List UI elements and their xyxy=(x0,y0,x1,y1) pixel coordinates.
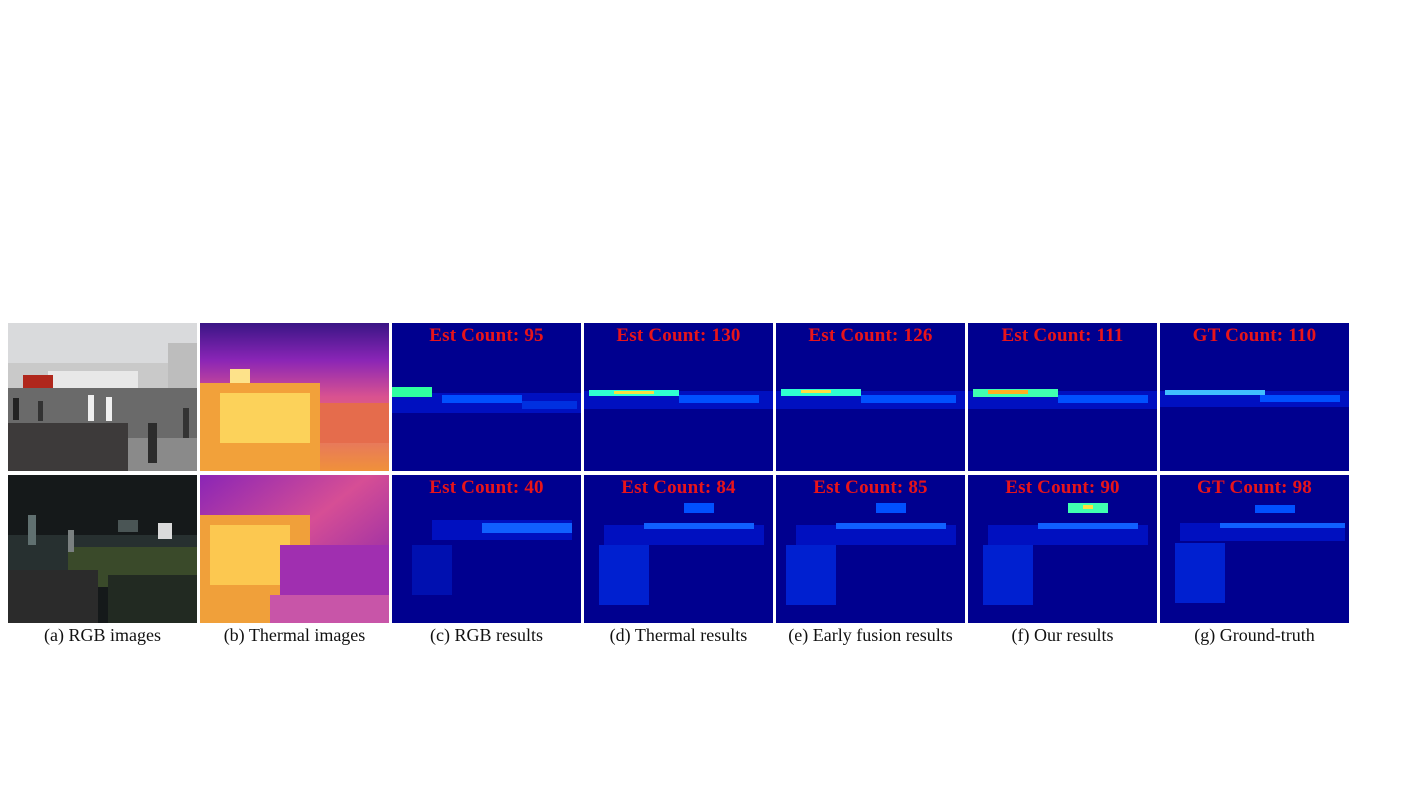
caption-rgb-images: (a) RGB images xyxy=(44,625,161,645)
est-count-label: Est Count: 90 xyxy=(1005,477,1120,498)
density-map-thermal-1 xyxy=(584,323,773,471)
early-fusion-result-2: Est Count: 85 xyxy=(776,475,965,623)
est-count-label: Est Count: 85 xyxy=(813,477,928,498)
density-map-gt-2 xyxy=(1160,475,1349,623)
thermal-result-1: Est Count: 130 xyxy=(584,323,773,471)
rgb-image-1-drawing xyxy=(8,323,197,471)
caption-our-results: (f) Our results xyxy=(1011,625,1114,645)
density-map-ours-1 xyxy=(968,323,1157,471)
gt-count-label: GT Count: 110 xyxy=(1192,325,1317,346)
column-captions: (a) RGB images (b) Thermal images (c) RG… xyxy=(8,625,1350,651)
rgb-result-2: Est Count: 40 xyxy=(392,475,581,623)
thermal-image-2 xyxy=(200,475,389,623)
early-fusion-result-1: Est Count: 126 xyxy=(776,323,965,471)
thermal-result-2: Est Count: 84 xyxy=(584,475,773,623)
density-map-gt-1 xyxy=(1160,323,1349,471)
rgb-result-1: Est Count: 95 xyxy=(392,323,581,471)
ground-truth-1: GT Count: 110 xyxy=(1160,323,1349,471)
thermal-image-2-drawing xyxy=(200,475,389,623)
caption-early-fusion-results: (e) Early fusion results xyxy=(788,625,953,645)
rgb-image-2 xyxy=(8,475,197,623)
rgb-image-1 xyxy=(8,323,197,471)
figure-row-2: Est Count: 40 Est Count: 84 Est Count: 8… xyxy=(8,475,1350,623)
density-map-rgb-1 xyxy=(392,323,581,471)
est-count-label: Est Count: 130 xyxy=(616,325,741,346)
density-map-thermal-2 xyxy=(584,475,773,623)
our-result-1: Est Count: 111 xyxy=(968,323,1157,471)
thermal-image-1 xyxy=(200,323,389,471)
est-count-label: Est Count: 84 xyxy=(621,477,736,498)
est-count-label: Est Count: 111 xyxy=(1001,325,1124,346)
our-result-2: Est Count: 90 xyxy=(968,475,1157,623)
rgb-image-2-drawing xyxy=(8,475,197,623)
gt-count-label: GT Count: 98 xyxy=(1196,477,1313,498)
density-map-ours-2 xyxy=(968,475,1157,623)
est-count-label: Est Count: 95 xyxy=(429,325,544,346)
thermal-image-1-drawing xyxy=(200,323,389,471)
figure-row-1: Est Count: 95 Est Count: 130 Est Count: … xyxy=(8,323,1350,471)
ground-truth-2: GT Count: 98 xyxy=(1160,475,1349,623)
caption-rgb-results: (c) RGB results xyxy=(430,625,543,645)
caption-thermal-images: (b) Thermal images xyxy=(223,625,366,645)
caption-ground-truth: (g) Ground-truth xyxy=(1194,625,1315,645)
density-map-early-fusion-2 xyxy=(776,475,965,623)
est-count-label: Est Count: 126 xyxy=(808,325,933,346)
density-map-rgb-2 xyxy=(392,475,581,623)
est-count-label: Est Count: 40 xyxy=(429,477,544,498)
caption-thermal-results: (d) Thermal results xyxy=(609,625,748,645)
density-map-early-fusion-1 xyxy=(776,323,965,471)
